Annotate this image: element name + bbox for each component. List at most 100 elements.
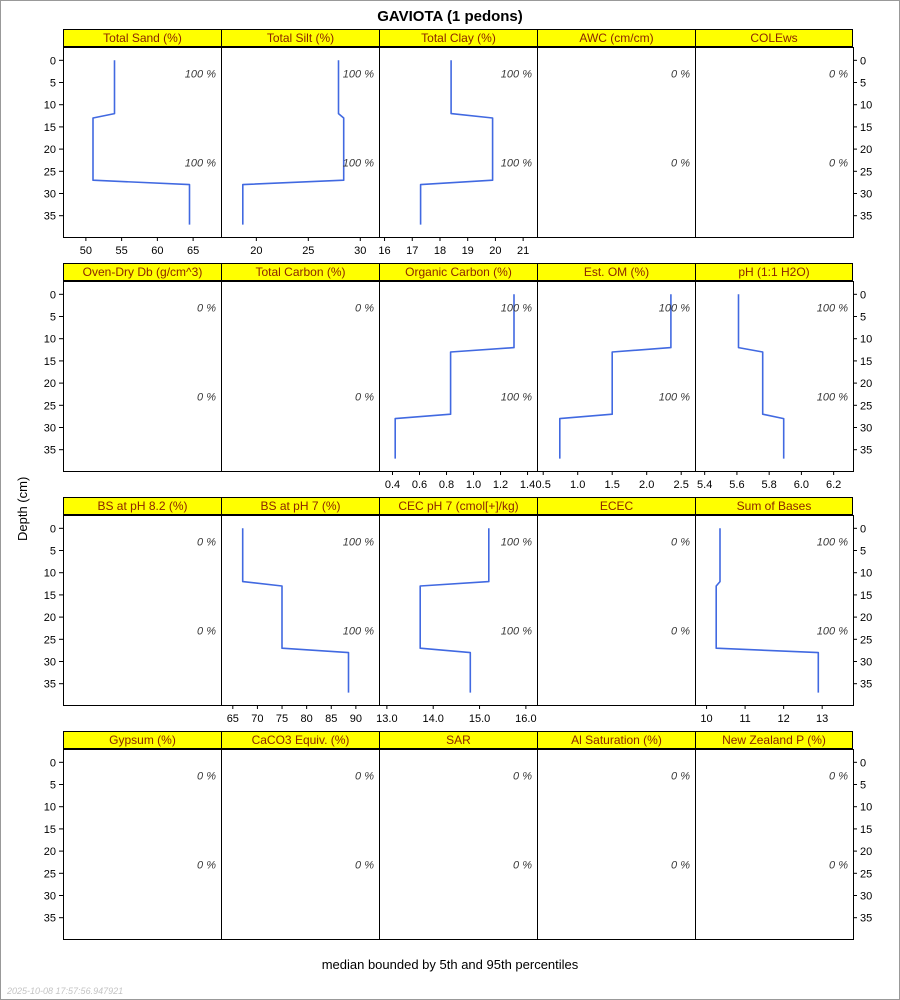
x-tick-label: 10 <box>700 713 712 725</box>
depth-tick-label: 20 <box>860 144 872 156</box>
panel-box <box>63 281 222 472</box>
strip-total-silt: Total Silt (%) <box>221 29 379 47</box>
strip-est-om: Est. OM (%) <box>537 263 695 281</box>
depth-tick-label: 0 <box>50 55 56 67</box>
x-tick-label: 65 <box>227 713 239 725</box>
depth-tick-label: 30 <box>44 890 56 902</box>
contributing-fraction-label: 0 % <box>355 771 374 783</box>
depth-tick-label: 10 <box>44 334 56 346</box>
x-tick-label: 1.0 <box>466 479 481 491</box>
x-tick-label: 5.6 <box>729 479 744 491</box>
profile-line <box>715 528 820 693</box>
depth-tick-label: 5 <box>860 312 866 324</box>
x-tick-label: 60 <box>151 245 163 257</box>
x-tick-label: 20 <box>250 245 262 257</box>
x-tick-label: 17 <box>406 245 418 257</box>
page-title: GAVIOTA (1 pedons) <box>377 8 523 25</box>
x-tick-label: 14.0 <box>423 713 444 725</box>
x-tick-label: 16.0 <box>515 713 536 725</box>
x-tick-label: 65 <box>187 245 199 257</box>
contributing-fraction-label: 100 % <box>343 537 374 549</box>
profile-line <box>242 60 345 225</box>
panel-box <box>695 515 854 706</box>
depth-tick-label: 5 <box>50 780 56 792</box>
depth-tick-label: 0 <box>50 523 56 535</box>
contributing-fraction-label: 0 % <box>197 771 216 783</box>
profile-line <box>419 60 494 225</box>
strip-total-clay: Total Clay (%) <box>379 29 537 47</box>
strip-new-zealand-p: New Zealand P (%) <box>695 731 853 749</box>
depth-tick-label: 0 <box>50 289 56 301</box>
plot-svg-row-2: 0 % 0 % 0 % 0 % 0.4 0.6 0.8 1.0 1.2 1.4 100 % 100 %… <box>44 281 872 491</box>
x-tick-label: 11 <box>739 713 750 725</box>
depth-tick-label: 30 <box>860 890 872 902</box>
strip-organic-carbon: Organic Carbon (%) <box>379 263 537 281</box>
depth-tick-label: 5 <box>50 312 56 324</box>
depth-tick-label: 20 <box>44 144 56 156</box>
depth-tick-label: 30 <box>860 422 872 434</box>
depth-tick-label: 15 <box>860 824 872 836</box>
depth-tick-label: 0 <box>860 55 866 67</box>
panel-box <box>537 515 696 706</box>
strip-colews: COLEws <box>695 29 853 47</box>
x-tick-label: 18 <box>434 245 446 257</box>
depth-tick-label: 20 <box>44 846 56 858</box>
contributing-fraction-label: 100 % <box>501 69 532 81</box>
x-tick-label: 12 <box>778 713 790 725</box>
x-tick-label: 19 <box>462 245 474 257</box>
depth-tick-label: 20 <box>44 378 56 390</box>
depth-tick-label: 35 <box>860 445 872 457</box>
contributing-fraction-label: 100 % <box>659 303 690 315</box>
strip-sar: SAR <box>379 731 537 749</box>
x-tick-label: 80 <box>301 713 313 725</box>
x-tick-label: 0.6 <box>412 479 427 491</box>
depth-tick-label: 25 <box>860 868 872 880</box>
depth-tick-label: 5 <box>50 78 56 90</box>
panel-box <box>537 281 696 472</box>
depth-tick-label: 0 <box>860 757 866 769</box>
contributing-fraction-label: 0 % <box>197 303 216 315</box>
panel-box <box>63 515 222 706</box>
strip-bs-ph82: BS at pH 8.2 (%) <box>63 497 221 515</box>
strip-row-1: Total Sand (%) Total Silt (%) Total Clay… <box>63 29 853 47</box>
contributing-fraction-label: 100 % <box>659 391 690 403</box>
strip-ph: pH (1:1 H2O) <box>695 263 853 281</box>
depth-tick-label: 25 <box>44 634 56 646</box>
contributing-fraction-label: 100 % <box>817 625 848 637</box>
depth-tick-label: 10 <box>860 802 872 814</box>
panel-box <box>379 515 538 706</box>
depth-tick-label: 25 <box>44 166 56 178</box>
strip-row-4: Gypsum (%) CaCO3 Equiv. (%) SAR Al Satur… <box>63 731 853 749</box>
panel-box <box>379 281 538 472</box>
depth-tick-label: 15 <box>860 590 872 602</box>
contributing-fraction-label: 0 % <box>671 625 690 637</box>
depth-tick-label: 35 <box>44 679 56 691</box>
panel-box <box>221 281 380 472</box>
panel-row-4: Gypsum (%) CaCO3 Equiv. (%) SAR Al Satur… <box>1 731 899 951</box>
profile-line <box>419 528 490 693</box>
panel-row-2: Oven-Dry Db (g/cm^3) Total Carbon (%) Or… <box>1 263 899 497</box>
contributing-fraction-label: 0 % <box>671 69 690 81</box>
profile-line <box>92 60 191 225</box>
profile-line <box>558 294 672 459</box>
depth-tick-label: 0 <box>860 523 866 535</box>
depth-tick-label: 10 <box>860 100 872 112</box>
x-tick-label: 5.4 <box>697 479 712 491</box>
plot-svg-row-4: 0 % 0 % 0 % 0 % 0 % 0 % 0 % 0 % 0 % 0 % 0 0 5 5 10 10 15… <box>44 749 872 940</box>
strip-caco3: CaCO3 Equiv. (%) <box>221 731 379 749</box>
contributing-fraction-label: 0 % <box>513 859 532 871</box>
contributing-fraction-label: 100 % <box>501 625 532 637</box>
x-tick-label: 20 <box>489 245 501 257</box>
depth-tick-label: 25 <box>44 868 56 880</box>
panel-box <box>379 749 538 940</box>
contributing-fraction-label: 100 % <box>185 157 216 169</box>
x-tick-label: 1.0 <box>570 479 585 491</box>
depth-tick-label: 15 <box>44 356 56 368</box>
contributing-fraction-label: 0 % <box>197 391 216 403</box>
x-tick-label: 15.0 <box>469 713 490 725</box>
x-tick-label: 50 <box>80 245 92 257</box>
depth-tick-label: 5 <box>860 546 866 558</box>
panel-box <box>63 47 222 238</box>
depth-tick-label: 10 <box>44 568 56 580</box>
